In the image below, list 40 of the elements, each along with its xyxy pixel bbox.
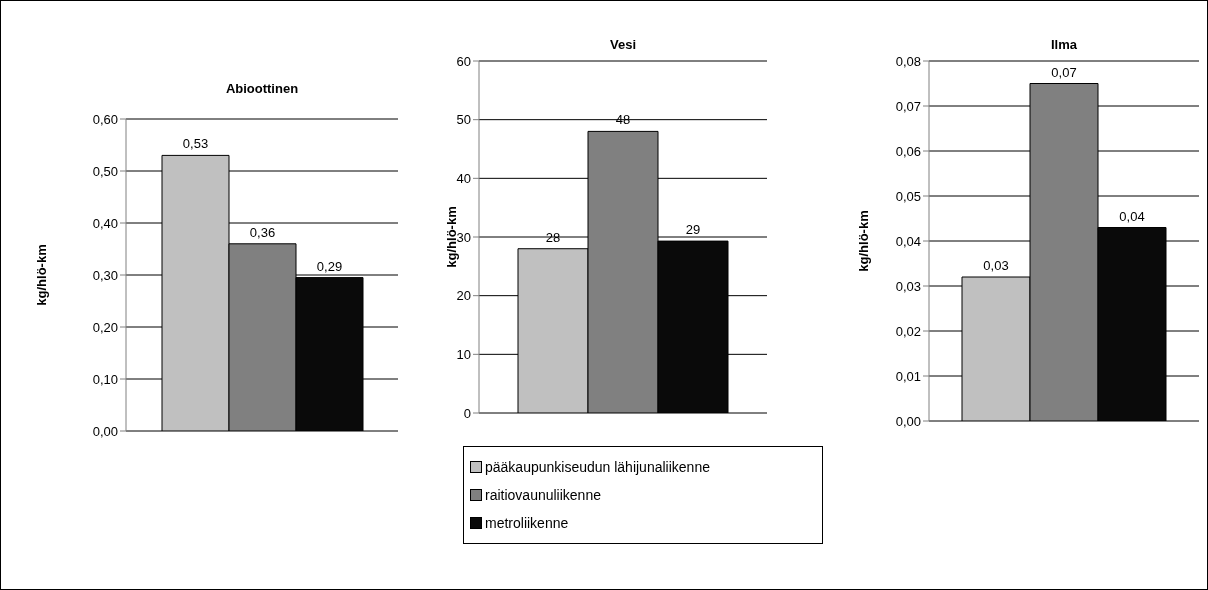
data-label: 0,03 [983,258,1009,273]
data-label: 0,07 [1051,64,1077,80]
y-axis-title: kg/hlö-km [855,210,871,272]
y-tick-label: 40 [456,170,471,186]
chart-title: Vesi [609,37,637,52]
y-axis-title: kg/hlö-km [33,244,49,306]
y-tick-label: 0,03 [895,278,921,294]
data-label: 29 [685,222,701,238]
legend-label: raitiovaunuliikenne [485,487,601,503]
y-tick-label: 0,10 [92,371,118,387]
y-tick-label: 0,30 [92,267,118,283]
y-tick-label: 0,07 [895,98,921,114]
y-tick-label: 0,01 [895,368,921,384]
y-tick-label: 0,20 [92,319,118,335]
data-label: 0,36 [249,224,276,240]
y-tick-label: 60 [456,53,471,69]
data-label: 0,29 [316,258,343,274]
y-tick-label: 0,60 [92,111,118,127]
y-tick-label: 0,06 [895,143,921,159]
y-tick-label: 30 [456,229,471,245]
y-tick-label: 0,00 [895,413,921,429]
y-tick-label: 10 [456,346,471,362]
y-tick-label: 0,40 [92,215,118,231]
y-tick-label: 0,02 [895,323,921,339]
y-tick-label: 0,08 [895,53,921,69]
y-tick-label: 50 [456,112,471,128]
y-tick-label: 0,00 [92,423,118,439]
y-tick-label: 0,50 [92,163,118,179]
chart-title: Abioottinen [224,81,300,96]
chart-title: Ilma [1050,37,1078,52]
y-tick-label: 0 [463,405,471,421]
y-axis-title: kg/hlö-km [443,206,459,268]
legend-label: metroliikenne [485,515,569,531]
data-label: 0,53 [182,136,209,152]
y-tick-label: 0,05 [895,188,921,204]
y-tick-label: 20 [456,288,471,304]
data-label: 0,04 [1119,208,1145,224]
data-label: 28 [545,229,561,245]
legend-label: pääkaupunkiseudun lähijunaliikenne [485,459,710,475]
y-tick-label: 0,04 [895,233,921,249]
